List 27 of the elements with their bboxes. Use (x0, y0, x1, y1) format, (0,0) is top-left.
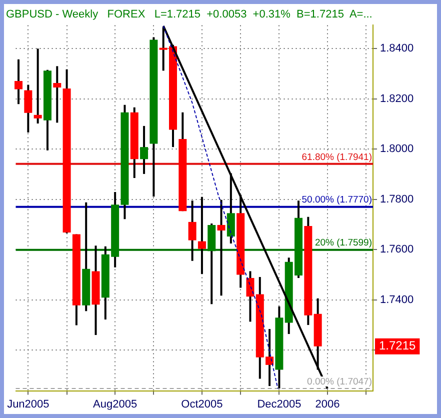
candlestick (188, 200, 196, 262)
candlestick (246, 270, 254, 323)
y-tick-label: 1.8200 (380, 92, 414, 105)
chart-title: GBPUSD - Weekly FOREX L=1.7215 +0.0053 +0.31% B=1.7215 A=... (6, 8, 372, 21)
candlestick (34, 48, 42, 124)
y-tick-label: 1.8400 (380, 42, 414, 55)
y-tick-label: 1.7400 (380, 294, 414, 306)
ref-line-label: 50.00% (1.7770) (302, 194, 372, 206)
ref-line-label: 20% (1.7599) (314, 238, 372, 249)
ref-line-label: 0.00% (1.7047) (307, 376, 372, 388)
x-tick-label: 2006 (315, 398, 340, 410)
candlestick (226, 172, 235, 245)
x-tick-label: Jun2005 (7, 398, 50, 410)
x-tick-label: Dec2005 (257, 398, 302, 410)
y-tick-label: 1.7800 (380, 193, 414, 206)
candlestick (14, 58, 23, 106)
y-tick-label: 1.7600 (380, 244, 414, 256)
y-tick-label: 1.8000 (380, 143, 414, 156)
candlestick (198, 196, 206, 275)
candlestick (24, 84, 32, 134)
candlestick (217, 198, 226, 297)
x-tick-label: Oct2005 (181, 398, 223, 410)
ref-line-label: 61.80% (1.7941) (302, 152, 372, 163)
candlestick (140, 124, 148, 175)
text: 1.7215 (379, 338, 416, 353)
x-tick-label: Aug2005 (93, 398, 138, 410)
candlestick (53, 65, 62, 124)
